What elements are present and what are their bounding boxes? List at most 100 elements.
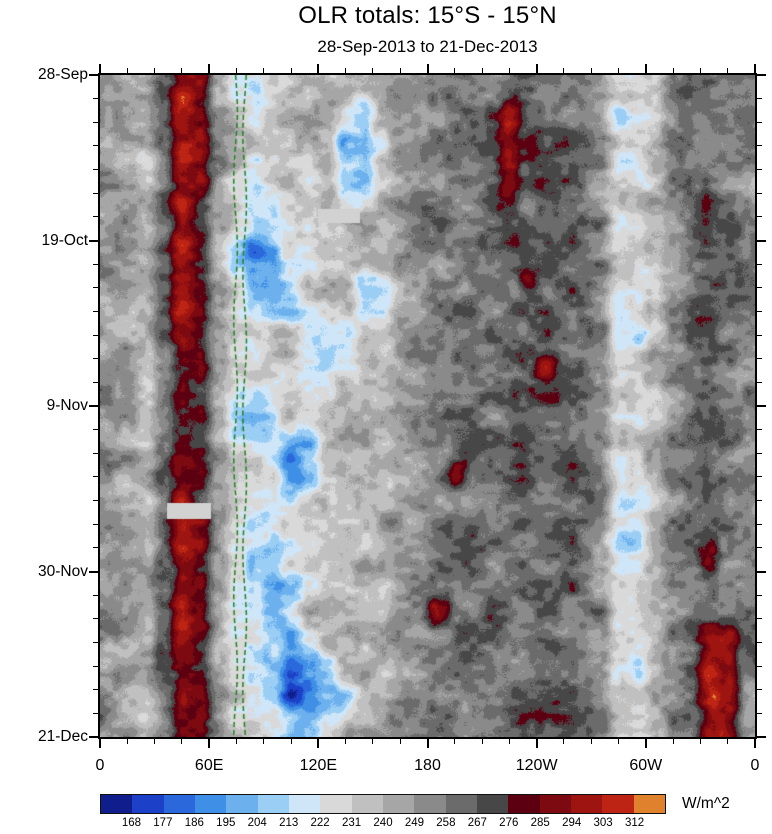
- axis-tick: [757, 429, 762, 431]
- colorbar-tick-label: 294: [562, 817, 582, 829]
- colorbar-cell: [257, 795, 289, 813]
- axis-tick: [757, 689, 762, 691]
- axis-tick: [757, 334, 762, 336]
- axis-tick: [93, 216, 98, 218]
- axis-tick: [93, 287, 98, 289]
- y-tick-label: 21-Dec: [38, 728, 88, 745]
- axis-tick: [290, 739, 292, 744]
- axis-tick: [757, 192, 762, 194]
- axis-tick: [93, 594, 98, 596]
- axis-tick: [93, 334, 98, 336]
- axis-tick: [399, 68, 401, 73]
- colorbar-cell: [320, 795, 352, 813]
- page-subtitle: 28-Sep-2013 to 21-Dec-2013: [317, 37, 538, 56]
- axis-tick: [757, 169, 762, 171]
- heatmap-canvas: [100, 75, 755, 737]
- colorbar-cell: [132, 795, 164, 813]
- axis-tick: [154, 739, 156, 744]
- colorbar-cell: [602, 795, 634, 813]
- axis-tick: [672, 68, 674, 73]
- colorbar-cell: [570, 795, 603, 813]
- axis-tick: [757, 263, 762, 265]
- axis-tick: [93, 641, 98, 643]
- axis-tick: [644, 739, 647, 748]
- axis-tick: [754, 739, 756, 748]
- colorbar-cell: [101, 795, 133, 813]
- x-tick-label: 180: [414, 757, 441, 774]
- axis-tick: [93, 263, 98, 265]
- axis-tick: [757, 476, 762, 478]
- axis-tick: [181, 68, 183, 73]
- colorbar-cell: [163, 795, 195, 813]
- colorbar-tick-label: 195: [216, 817, 236, 829]
- axis-tick: [481, 68, 483, 73]
- colorbar-labels: 168 177 186 195 204 213 222 231 240 249 258 267 276 2…: [100, 817, 666, 831]
- colorbar-tick-label: 186: [184, 817, 204, 829]
- axis-tick: [757, 145, 762, 147]
- axis-tick: [399, 739, 401, 744]
- axis-tick: [93, 712, 98, 714]
- colorbar-tick-label: 240: [373, 817, 393, 829]
- colorbar-cell: [633, 795, 665, 813]
- axis-tick: [618, 739, 620, 744]
- axis-tick: [757, 405, 766, 407]
- axis-tick: [757, 310, 762, 312]
- axis-tick: [644, 64, 647, 73]
- page-title: OLR totals: 15°S - 15°N: [298, 2, 557, 29]
- axis-tick: [372, 68, 374, 73]
- colorbar-tick-label: 249: [404, 817, 425, 829]
- axis-tick: [563, 739, 565, 744]
- axis-tick: [93, 476, 98, 478]
- axis-tick: [699, 68, 701, 73]
- colorbar-cell: [194, 795, 227, 813]
- colorbar-cell: [539, 795, 571, 813]
- axis-tick: [757, 216, 762, 218]
- axis-tick: [93, 500, 98, 502]
- axis-tick: [235, 68, 237, 73]
- axis-tick: [89, 239, 98, 242]
- colorbar: [100, 794, 666, 814]
- colorbar-tick-label: 204: [247, 817, 267, 829]
- colorbar-tick-label: 213: [279, 817, 299, 829]
- axis-tick: [93, 145, 98, 147]
- axis-tick: [757, 570, 766, 573]
- axis-tick: [757, 381, 762, 383]
- colorbar-tick-label: 177: [153, 817, 173, 829]
- axis-tick: [93, 689, 98, 691]
- axis-tick: [535, 64, 538, 73]
- axis-tick: [508, 68, 510, 73]
- colorbar-tick-label: 267: [467, 817, 487, 829]
- axis-tick: [93, 618, 98, 620]
- colorbar-tick-label: 276: [499, 817, 519, 829]
- axis-tick: [154, 68, 156, 73]
- axis-tick: [481, 739, 483, 744]
- colorbar-tick-label: 312: [624, 817, 645, 829]
- y-tick-label: 19-Oct: [41, 231, 88, 249]
- axis-tick: [93, 192, 98, 194]
- axis-tick: [757, 239, 766, 242]
- units-label: W/m^2: [682, 795, 730, 812]
- axis-tick: [754, 64, 756, 73]
- colorbar-tick-label: 303: [593, 817, 613, 829]
- axis-tick: [89, 736, 98, 738]
- axis-tick: [757, 665, 762, 667]
- axis-tick: [93, 523, 98, 525]
- axis-tick: [89, 74, 98, 76]
- axis-tick: [426, 739, 429, 748]
- axis-tick: [454, 739, 456, 744]
- axis-tick: [508, 739, 510, 744]
- x-tick-label: 0: [95, 757, 105, 774]
- axis-tick: [208, 739, 211, 748]
- x-tick-label: 120W: [515, 757, 558, 774]
- axis-tick: [93, 452, 98, 454]
- axis-tick: [757, 641, 762, 643]
- colorbar-cell: [445, 795, 477, 813]
- colorbar-cell: [476, 795, 509, 813]
- axis-tick: [126, 68, 128, 73]
- axis-tick: [345, 68, 347, 73]
- axis-tick: [672, 739, 674, 744]
- colorbar-tick-label: 258: [436, 817, 456, 829]
- axis-tick: [757, 594, 762, 596]
- colorbar-tick-label: 222: [310, 817, 330, 829]
